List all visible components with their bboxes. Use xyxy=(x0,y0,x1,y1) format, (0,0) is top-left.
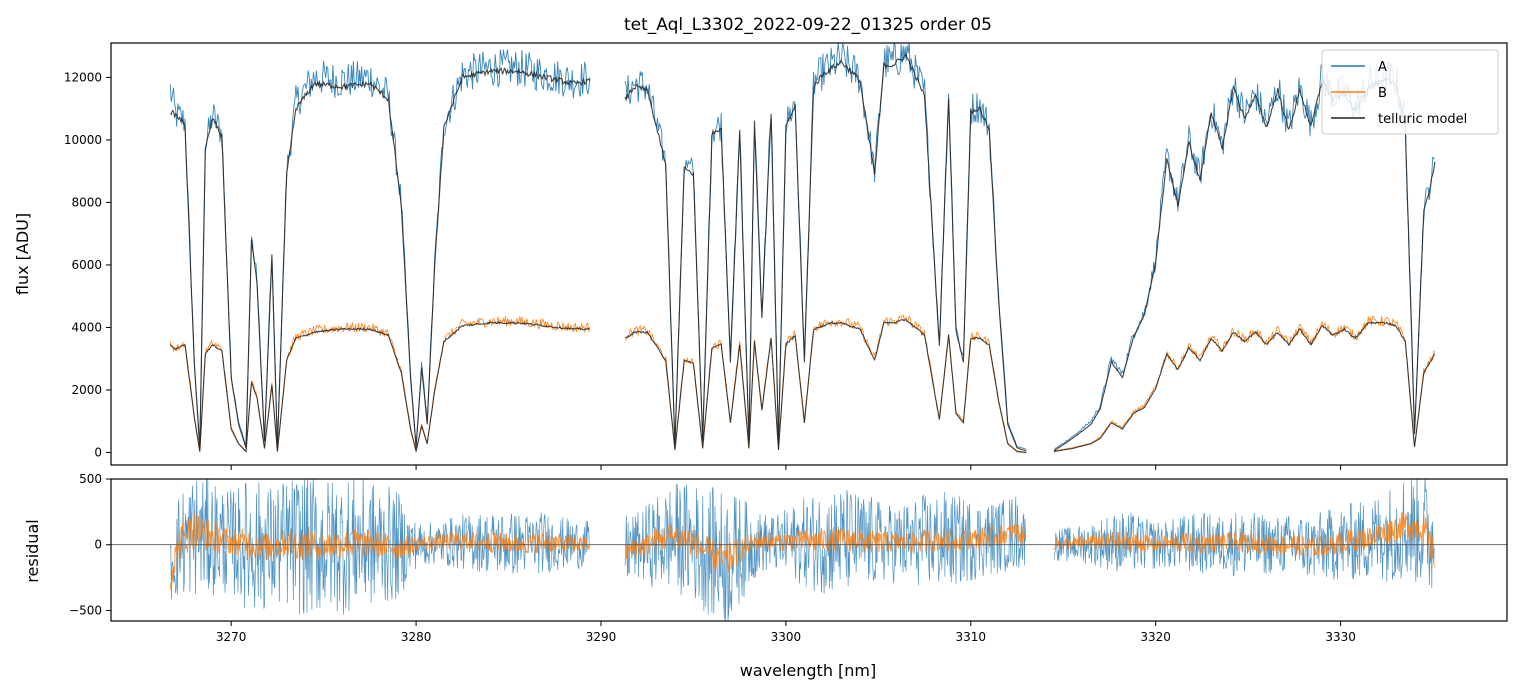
flux-ytick-label-5: 10000 xyxy=(64,133,102,147)
residual-line-a-seg-1 xyxy=(624,483,1026,621)
flux-line-b-1-seg-1 xyxy=(624,314,1027,453)
flux-line-telluric-model-2-seg-0 xyxy=(170,66,591,448)
flux-ytick-label-2: 4000 xyxy=(71,320,102,334)
residual-xtick-label-5: 3320 xyxy=(1140,630,1171,644)
flux-ytick-label-3: 6000 xyxy=(71,258,102,272)
flux-y-ticks: 0 2000 4000 6000 8000 10000 12000 xyxy=(64,70,111,459)
residual-xtick-label-6: 3330 xyxy=(1325,630,1356,644)
legend-label-a: A xyxy=(1378,60,1387,75)
flux-line-telluric-model-2-seg-1 xyxy=(624,52,1027,452)
residual-y-axis-label: residual xyxy=(23,519,42,582)
flux-line-telluric-model-3-seg-1 xyxy=(624,318,1027,454)
legend-box xyxy=(1321,49,1499,135)
residual-series-group xyxy=(169,479,1435,621)
flux-axes-frame xyxy=(110,42,1508,466)
residual-y-ticks: −500 0 500 xyxy=(69,472,111,617)
residual-line-a-seg-2 xyxy=(1053,479,1435,588)
legend-label-b: B xyxy=(1378,86,1387,101)
residual-xtick-label-3: 3300 xyxy=(771,630,802,644)
flux-panel: 0 2000 4000 6000 8000 10000 12000 flux [ADU] A… xyxy=(13,42,1508,470)
residual-xtick-label-4: 3310 xyxy=(956,630,987,644)
residual-axes-frame xyxy=(110,478,1508,622)
flux-ytick-label-4: 8000 xyxy=(71,195,102,209)
residual-line-b-seg-0 xyxy=(169,513,590,590)
residual-line-b-seg-1 xyxy=(624,523,1027,573)
residual-line-b-seg-2 xyxy=(1053,511,1435,568)
flux-line-b-1-seg-2 xyxy=(1053,315,1436,452)
residual-xtick-label-0: 3270 xyxy=(216,630,247,644)
flux-line-telluric-model-3-seg-0 xyxy=(169,320,590,453)
flux-ytick-label-6: 12000 xyxy=(64,70,102,84)
flux-y-axis-label: flux [ADU] xyxy=(13,213,32,295)
residual-line-a-seg-0 xyxy=(169,479,590,615)
residual-panel: −500 0 500 3270 3280 3290 3300 3310 3320 3330 re… xyxy=(23,472,1508,680)
residual-xtick-label-2: 3290 xyxy=(586,630,617,644)
chart-title: tet_Aql_L3302_2022-09-22_01325 order 05 xyxy=(624,15,992,35)
flux-line-telluric-model-3-seg-2 xyxy=(1053,321,1436,453)
x-axis-label: wavelength [nm] xyxy=(740,661,877,680)
residual-ytick-label-2: 500 xyxy=(79,472,102,486)
flux-ytick-label-1: 2000 xyxy=(71,383,102,397)
flux-series-group xyxy=(169,43,1436,454)
legend: A B telluric model xyxy=(1321,49,1499,135)
residual-xtick-label-1: 3280 xyxy=(401,630,432,644)
legend-label-telluric-model: telluric model xyxy=(1378,112,1467,127)
flux-ytick-label-0: 0 xyxy=(94,445,102,459)
residual-ytick-label-0: −500 xyxy=(69,603,102,617)
residual-x-ticks: 3270 3280 3290 3300 3310 3320 3330 xyxy=(216,621,1356,644)
flux-x-ticks xyxy=(230,465,1342,470)
residual-ytick-label-1: 0 xyxy=(94,538,102,552)
